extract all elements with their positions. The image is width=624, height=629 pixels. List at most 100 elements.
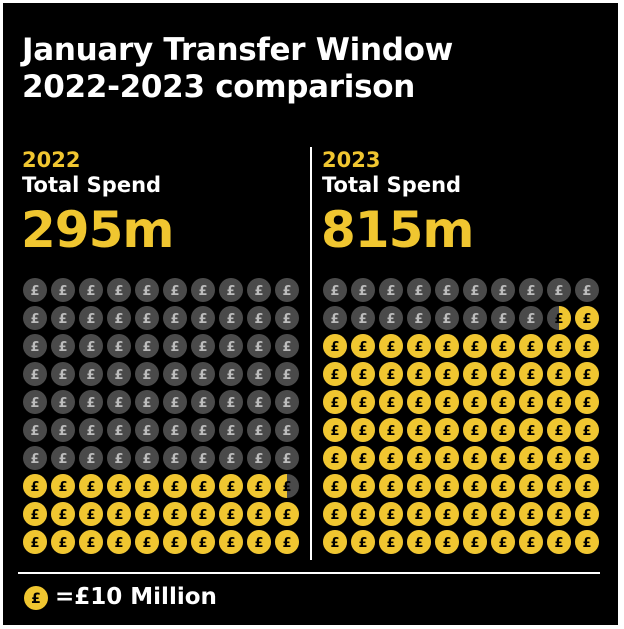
svg-text:£: £ bbox=[142, 424, 151, 439]
svg-text:£: £ bbox=[170, 312, 179, 327]
coin-2023-71: £ bbox=[575, 334, 599, 358]
svg-text:£: £ bbox=[470, 368, 479, 383]
svg-text:£: £ bbox=[470, 396, 479, 411]
coin-2022-72: £ bbox=[51, 334, 75, 358]
coin-2023-93: £ bbox=[519, 278, 543, 302]
coin-2023-76: £ bbox=[435, 334, 459, 358]
svg-text:£: £ bbox=[142, 536, 151, 551]
svg-text:£: £ bbox=[142, 284, 151, 299]
svg-text:£: £ bbox=[86, 368, 95, 383]
coin-2023-94: £ bbox=[491, 278, 515, 302]
coin-2022-22: £ bbox=[51, 474, 75, 498]
svg-text:£: £ bbox=[414, 508, 423, 523]
svg-text:£: £ bbox=[498, 508, 507, 523]
coin-2023-12: £ bbox=[547, 502, 571, 526]
svg-text:£: £ bbox=[58, 452, 67, 467]
coin-2022-75: £ bbox=[135, 334, 159, 358]
svg-text:£: £ bbox=[226, 536, 235, 551]
svg-text:£: £ bbox=[114, 340, 123, 355]
svg-text:£: £ bbox=[86, 536, 95, 551]
coin-2023-2: £ bbox=[547, 530, 571, 554]
waffle-grid-2023: £ £ £ £ £ £ £ £ £ £ £ £ £ £ £ £ £ £ £ £ £ £ £ £ £ £ £ £ £ £ £ £ £ £ £ £ £ £ £ £… bbox=[323, 278, 599, 554]
coin-2023-21: £ bbox=[575, 474, 599, 498]
coin-2022-19: £ bbox=[247, 502, 271, 526]
coin-2023-33: £ bbox=[519, 446, 543, 470]
svg-text:£: £ bbox=[170, 340, 179, 355]
svg-text:£: £ bbox=[442, 340, 451, 355]
svg-text:£: £ bbox=[86, 480, 95, 495]
coin-2023-65: £ bbox=[463, 362, 487, 386]
svg-text:£: £ bbox=[358, 536, 367, 551]
svg-text:£: £ bbox=[86, 396, 95, 411]
svg-text:£: £ bbox=[254, 480, 263, 495]
coin-2022-48: £ bbox=[219, 418, 243, 442]
svg-text:£: £ bbox=[254, 284, 263, 299]
coin-2023-53: £ bbox=[519, 390, 543, 414]
coin-2023-51: £ bbox=[575, 390, 599, 414]
svg-text:£: £ bbox=[526, 508, 535, 523]
coin-2022-36: £ bbox=[163, 446, 187, 470]
coin-2022-28: £ bbox=[219, 474, 243, 498]
coin-2022-65: £ bbox=[135, 362, 159, 386]
svg-text:£: £ bbox=[442, 284, 451, 299]
coin-2022-56: £ bbox=[163, 390, 187, 414]
coin-2023-10: £ bbox=[323, 530, 347, 554]
svg-text:£: £ bbox=[442, 312, 451, 327]
chart-title: January Transfer Window 2022-2023 compari… bbox=[22, 32, 453, 106]
coin-2023-23: £ bbox=[519, 474, 543, 498]
svg-text:£: £ bbox=[414, 340, 423, 355]
coin-2023-95: £ bbox=[463, 278, 487, 302]
svg-text:£: £ bbox=[386, 340, 395, 355]
svg-text:£: £ bbox=[330, 508, 339, 523]
svg-text:£: £ bbox=[330, 480, 339, 495]
coin-2022-100: £ bbox=[275, 278, 299, 302]
coin-2022-62: £ bbox=[51, 362, 75, 386]
coin-2023-47: £ bbox=[407, 418, 431, 442]
svg-text:£: £ bbox=[498, 396, 507, 411]
coin-2023-28: £ bbox=[379, 474, 403, 498]
coin-2023-89: £ bbox=[351, 306, 375, 330]
svg-text:£: £ bbox=[414, 424, 423, 439]
svg-text:£: £ bbox=[414, 312, 423, 327]
svg-text:£: £ bbox=[170, 368, 179, 383]
svg-text:£: £ bbox=[386, 424, 395, 439]
svg-text:£: £ bbox=[470, 452, 479, 467]
svg-text:£: £ bbox=[526, 480, 535, 495]
coin-2022-61: £ bbox=[23, 362, 47, 386]
coin-2023-37: £ bbox=[407, 446, 431, 470]
coin-2023-40: £ bbox=[323, 446, 347, 470]
coin-2023-9: £ bbox=[351, 530, 375, 554]
svg-text:£: £ bbox=[582, 340, 591, 355]
coin-2022-96: £ bbox=[163, 278, 187, 302]
coin-2023-96: £ bbox=[435, 278, 459, 302]
svg-text:£: £ bbox=[358, 340, 367, 355]
svg-text:£: £ bbox=[498, 424, 507, 439]
coin-2023-24: £ bbox=[491, 474, 515, 498]
coin-2023-85: £ bbox=[463, 306, 487, 330]
svg-text:£: £ bbox=[386, 368, 395, 383]
coin-2022-30: £ bbox=[275, 474, 299, 498]
coin-2022-3: £ bbox=[79, 530, 103, 554]
svg-text:£: £ bbox=[282, 536, 291, 551]
coin-2023-29: £ bbox=[351, 474, 375, 498]
svg-text:£: £ bbox=[498, 452, 507, 467]
coin-2022-77: £ bbox=[191, 334, 215, 358]
svg-text:£: £ bbox=[330, 340, 339, 355]
svg-text:£: £ bbox=[86, 452, 95, 467]
svg-text:£: £ bbox=[86, 284, 95, 299]
svg-text:£: £ bbox=[414, 452, 423, 467]
svg-text:£: £ bbox=[30, 368, 39, 383]
coin-2022-81: £ bbox=[23, 306, 47, 330]
coin-2023-22: £ bbox=[547, 474, 571, 498]
coin-2023-15: £ bbox=[463, 502, 487, 526]
svg-text:£: £ bbox=[358, 312, 367, 327]
svg-text:£: £ bbox=[170, 452, 179, 467]
coin-2023-5: £ bbox=[463, 530, 487, 554]
coin-2022-16: £ bbox=[163, 502, 187, 526]
coin-2022-71: £ bbox=[23, 334, 47, 358]
coin-2022-85: £ bbox=[135, 306, 159, 330]
coin-2022-7: £ bbox=[191, 530, 215, 554]
coin-2023-77: £ bbox=[407, 334, 431, 358]
coin-2023-91: £ bbox=[575, 278, 599, 302]
coin-2022-51: £ bbox=[23, 390, 47, 414]
